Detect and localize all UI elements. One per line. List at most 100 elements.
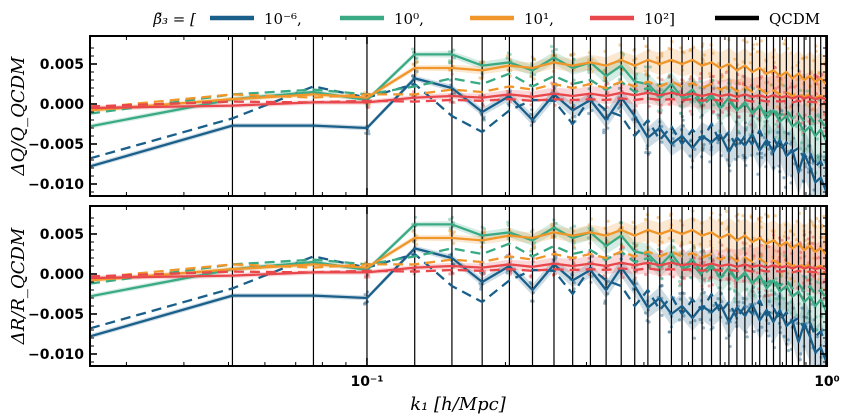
scatter-point	[741, 87, 746, 92]
scatter-point	[452, 92, 456, 96]
scatter-point	[617, 86, 622, 90]
scatter-point	[708, 277, 712, 281]
error-band	[90, 241, 826, 297]
scatter-point	[692, 336, 697, 340]
scatter-point	[795, 83, 799, 87]
scatter-point	[678, 250, 682, 254]
plot-area	[90, 36, 827, 202]
scatter-point	[766, 215, 770, 219]
scatter-point	[725, 321, 729, 325]
scatter-point	[478, 76, 482, 80]
series-line	[90, 252, 827, 343]
scatter-point	[759, 151, 764, 155]
scatter-point	[363, 293, 367, 297]
scatter-point	[587, 67, 591, 71]
scatter-point	[805, 55, 809, 60]
scatter-point	[800, 306, 804, 310]
scatter-point	[712, 103, 716, 107]
scatter-point	[760, 155, 764, 160]
scatter-point	[667, 74, 671, 78]
scatter-point	[762, 294, 766, 298]
scatter-point	[367, 105, 371, 109]
scatter-point	[752, 262, 756, 266]
scatter-point	[817, 115, 821, 119]
scatter-point	[452, 230, 456, 234]
scatter-point	[755, 42, 759, 46]
scatter-point	[533, 73, 537, 77]
scatter-point	[763, 120, 767, 124]
scatter-point	[667, 75, 672, 79]
scatter-point	[762, 136, 766, 140]
scatter-point	[698, 256, 702, 260]
scatter-point	[779, 78, 784, 82]
scatter-point	[741, 60, 745, 64]
scatter-point	[811, 241, 815, 245]
scatter-point	[635, 72, 639, 76]
scatter-point	[782, 90, 787, 95]
scatter-point	[643, 311, 648, 315]
scatter-point	[773, 66, 778, 70]
scatter-point	[816, 157, 820, 161]
series-line	[90, 91, 827, 110]
scatter-point	[678, 104, 682, 108]
scatter-point	[693, 147, 697, 151]
plot-area	[90, 206, 827, 372]
scatter-point	[660, 276, 664, 280]
scatter-point	[656, 76, 660, 80]
scatter-point	[708, 72, 712, 76]
scatter-point	[554, 47, 559, 52]
scatter-point	[774, 277, 778, 281]
scatter-point	[693, 99, 697, 103]
scatter-point	[749, 85, 753, 89]
scatter-point	[482, 118, 486, 122]
scatter-point	[606, 126, 610, 130]
scatter-point	[688, 240, 692, 244]
scatter-point	[733, 282, 737, 286]
scatter-point	[648, 151, 652, 155]
scatter-point	[774, 87, 778, 91]
x-axis: 10⁻¹ 10⁰ k₁ [h/Mpc]	[350, 374, 839, 415]
series-line	[90, 228, 827, 282]
scatter-point	[482, 229, 487, 233]
scatter-point	[741, 82, 745, 87]
scatter-point	[786, 338, 790, 342]
scatter-point	[824, 369, 827, 372]
scatter-point	[533, 246, 537, 250]
scatter-point	[811, 235, 815, 239]
scatter-point	[720, 300, 724, 304]
scatter-point	[659, 103, 663, 107]
scatter-point	[631, 265, 635, 270]
scatter-point	[737, 81, 741, 86]
scatter-point	[804, 276, 808, 280]
scatter-point	[587, 226, 591, 230]
scatter-point	[505, 54, 509, 58]
scatter-point	[767, 130, 771, 134]
scatter-point	[795, 369, 798, 372]
scatter-point	[644, 44, 648, 49]
scatter-point	[804, 147, 808, 151]
scatter-point	[671, 137, 675, 141]
scatter-point	[711, 259, 715, 263]
series-line	[90, 261, 827, 280]
scatter-point	[755, 271, 759, 275]
scatter-point	[483, 231, 487, 235]
scatter-point	[745, 305, 749, 309]
scatter-point	[482, 61, 486, 65]
scatter-point	[667, 236, 671, 240]
scatter-point	[452, 48, 456, 52]
scatter-point	[795, 199, 798, 202]
scatter-point	[752, 285, 756, 289]
scatter-point	[603, 301, 607, 305]
series-line	[90, 72, 827, 129]
scatter-point	[776, 125, 781, 129]
scatter-point	[788, 85, 792, 89]
scatter-point	[448, 78, 452, 82]
scatter-point	[606, 219, 610, 223]
scatter-point	[411, 62, 415, 66]
scatter-point	[452, 100, 456, 105]
scatter-point	[621, 53, 626, 57]
scatter-point	[682, 292, 686, 296]
scatter-point	[689, 100, 693, 104]
scatter-point	[366, 129, 370, 133]
